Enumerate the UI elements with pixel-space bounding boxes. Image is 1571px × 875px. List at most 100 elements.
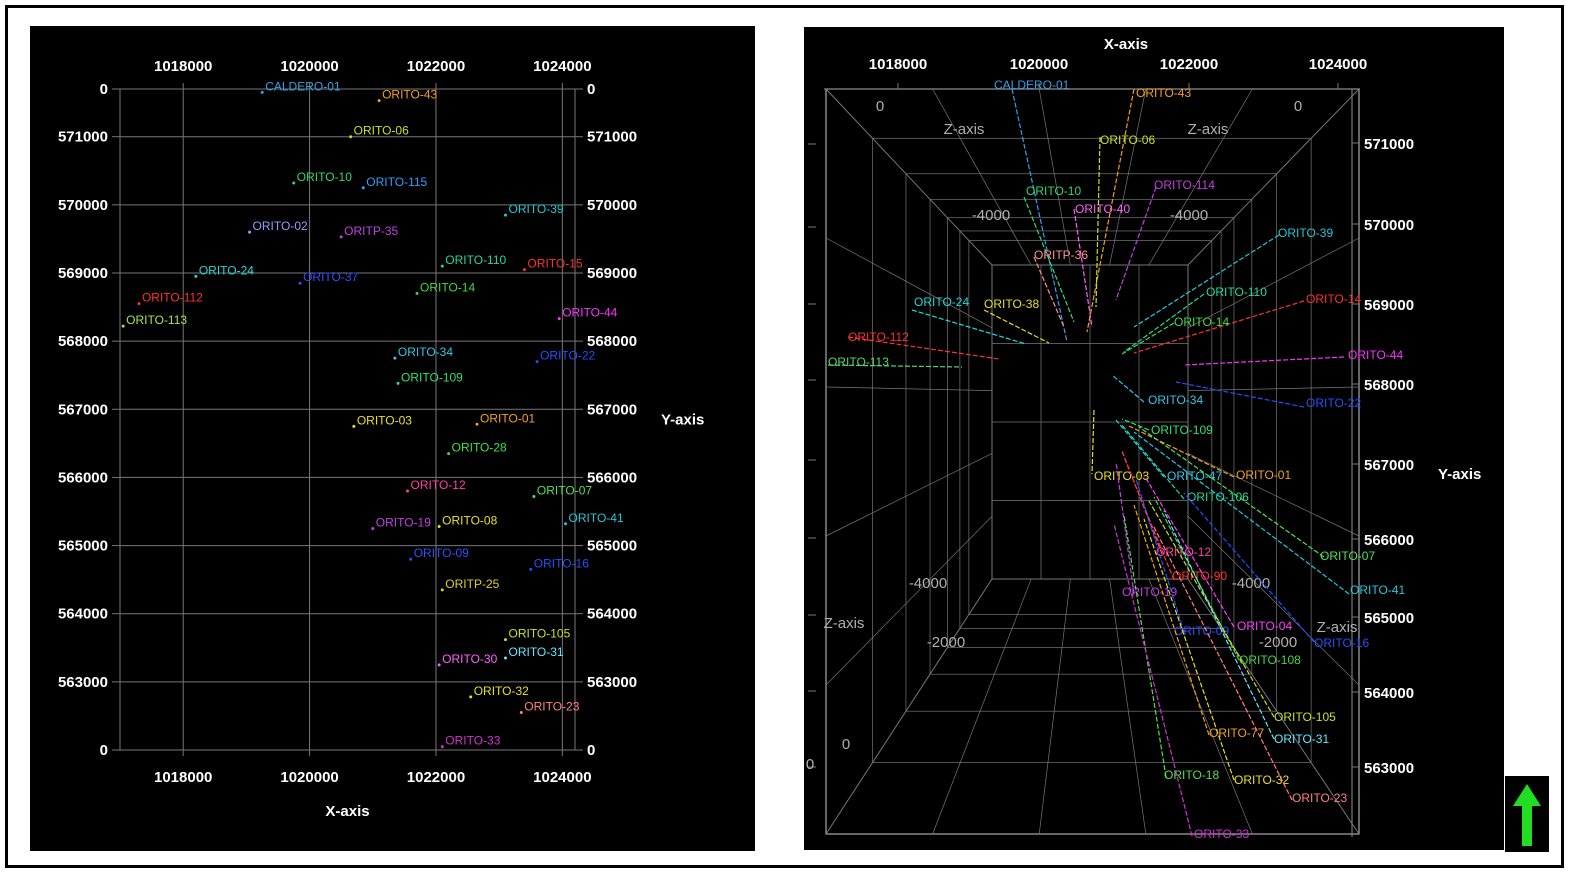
right-wall-ray	[1187, 515, 1360, 686]
well-label: ORITO-44	[562, 306, 617, 320]
well-label: ORITO-30	[442, 652, 497, 666]
well-label: ORITO-105	[1274, 710, 1336, 724]
well-label: ORITO-14	[1174, 315, 1229, 329]
well-trajectory	[1123, 293, 1205, 353]
well-label: ORITO-14	[1306, 292, 1361, 306]
well-point	[437, 524, 441, 528]
well-label: ORITO-06	[354, 124, 409, 138]
well-label: ORITO-43	[382, 88, 437, 102]
floor-ray	[1038, 578, 1071, 835]
y-tick-label-right: 570000	[587, 197, 637, 214]
floor-ray	[1109, 578, 1147, 835]
well-label: ORITO-112	[848, 330, 909, 344]
well-point	[298, 281, 302, 285]
right-wall-ray	[1187, 237, 1360, 329]
z-tick-label: 0	[806, 756, 814, 773]
depth-slice	[947, 217, 1235, 648]
z-tick-label: -4000	[909, 575, 947, 592]
well-trajectory	[1095, 136, 1101, 308]
well-label: ORITO-39	[508, 202, 563, 216]
well-trajectory	[1091, 409, 1095, 475]
well-trajectory	[1163, 510, 1275, 740]
well-point	[361, 186, 365, 190]
well-label: ORITO-37	[303, 270, 358, 284]
well-label: ORITO-114	[1154, 178, 1215, 192]
well-label: ORITO-113	[126, 313, 187, 327]
well-label: ORITO-03	[1094, 469, 1149, 483]
well-trajectory	[1115, 461, 1135, 595]
well-label: ORITO-09	[1174, 624, 1229, 638]
depth-slice	[959, 230, 1222, 629]
y-tick-label: 564000	[1364, 685, 1414, 702]
well-label: ORITO-34	[398, 345, 453, 359]
well-trajectory	[1133, 300, 1305, 354]
map-view-chart: 1018000 1018000 1020000 1020000 1022000 10220…	[58, 58, 704, 820]
y-tick-label-right: 0	[587, 81, 595, 98]
well-label: ORITO-33	[445, 734, 500, 748]
well-label: ORITO-07	[537, 484, 592, 498]
z-tick-label: -4000	[1170, 207, 1208, 224]
floor-ray	[1148, 578, 1253, 835]
well-label: ORITO-31	[1274, 732, 1329, 746]
well-trajectory	[1123, 456, 1175, 581]
well-label: ORITO-110	[1206, 285, 1267, 299]
well-label: ORITO-47	[1167, 469, 1222, 483]
well-label: ORITO-43	[1136, 86, 1191, 100]
y-tick-label: 571000	[1364, 136, 1414, 153]
north-arrow	[1505, 776, 1549, 852]
well-point	[522, 268, 526, 272]
well-label: ORITO-01	[480, 411, 535, 425]
perspective-view-chart: 1018000 1020000 1022000 1024000 X-axis 571000…	[806, 36, 1482, 841]
well-trajectory	[1115, 419, 1165, 478]
well-trajectory	[911, 309, 1027, 345]
well-label: ORITO-106	[1187, 490, 1249, 504]
x-tick-label-top: 1020000	[280, 58, 338, 75]
well-point	[557, 317, 561, 321]
well-trajectory	[1113, 523, 1193, 837]
well-label: ORITO-105	[508, 627, 570, 641]
well-label: ORITO-22	[1306, 396, 1361, 410]
y-tick-label-right: 0	[587, 742, 595, 759]
floor-ray	[932, 578, 1032, 835]
box-edge	[825, 578, 993, 835]
well-point	[349, 135, 353, 139]
well-point	[260, 90, 264, 94]
well-trajectory	[983, 309, 1050, 344]
well-label: ORITO-34	[1148, 393, 1203, 407]
z-tick-label: -2000	[1259, 634, 1297, 651]
y-tick-label-left: 571000	[58, 129, 108, 146]
z-tick-label: -4000	[1232, 575, 1270, 592]
well-trajectory	[1138, 426, 1325, 558]
z-axis-title: Z-axis	[1317, 619, 1358, 636]
y-tick-label: 569000	[1364, 297, 1414, 314]
z-axis-title: Z-axis	[1188, 121, 1229, 138]
z-axis-title: Z-axis	[944, 121, 985, 138]
left-wall-ray	[825, 515, 993, 686]
y-tick-label-right: 571000	[587, 129, 637, 146]
well-trajectory	[1135, 478, 1185, 633]
well-trajectory	[847, 336, 1000, 360]
well-label: ORITO-32	[1234, 773, 1289, 787]
well-label: ORITO-04	[1237, 619, 1292, 633]
left-wall-ray	[825, 453, 993, 537]
x-tick-label-top: 1022000	[407, 58, 465, 75]
y-tick-label-left: 565000	[58, 538, 108, 555]
well-label: ORITO-03	[357, 413, 412, 427]
well-point	[339, 235, 343, 239]
well-trajectory	[1133, 504, 1210, 736]
well-trajectory	[1175, 381, 1305, 408]
ceiling-ray	[1038, 88, 1071, 266]
north-arrow-icon	[1513, 784, 1541, 846]
well-label: ORITO-01	[1236, 468, 1291, 482]
y-tick-label: 567000	[1364, 457, 1414, 474]
well-label: CALDERO-01	[265, 79, 341, 93]
well-label: ORITO-90	[1172, 569, 1227, 583]
ceiling-ray	[1148, 88, 1253, 266]
y-tick-label-right: 566000	[587, 469, 637, 486]
well-label: ORITO-07	[1320, 549, 1375, 563]
y-tick-label: 568000	[1364, 377, 1414, 394]
well-point	[564, 522, 568, 526]
x-axis-title: X-axis	[1104, 36, 1148, 53]
well-label: ORITO-77	[1209, 726, 1264, 740]
well-trajectory	[1143, 474, 1235, 628]
